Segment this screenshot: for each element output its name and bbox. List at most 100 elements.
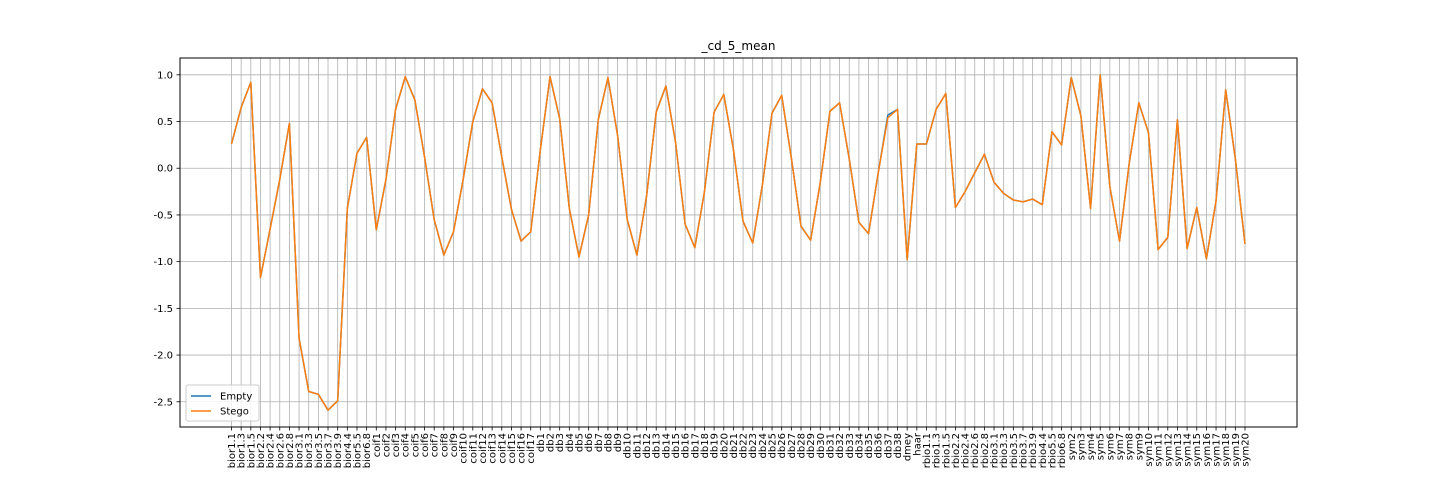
x-tick-label: db34	[854, 433, 865, 458]
y-tick-label: 0.0	[157, 164, 173, 175]
x-tick-label: db2	[546, 433, 557, 452]
x-tick-label: db16	[681, 433, 692, 458]
x-tick-label: haar	[912, 432, 923, 456]
x-tick-label: db35	[864, 433, 875, 458]
x-tick-label: coif8	[439, 433, 450, 457]
x-tick-label: db1	[536, 433, 547, 452]
x-tick-label: db28	[796, 433, 807, 458]
legend-box	[185, 384, 260, 422]
x-tick-label: db31	[825, 433, 836, 458]
x-tick-label: bior3.5	[314, 433, 325, 468]
x-tick-label: coif3	[391, 433, 402, 457]
x-tick-label: coif14	[497, 433, 508, 464]
x-tick-label: db20	[719, 433, 730, 458]
y-tick-label: -2.0	[153, 351, 173, 362]
x-tick-label: db10	[623, 433, 634, 458]
x-tick-label: db21	[729, 433, 740, 458]
x-tick-label: db23	[748, 433, 759, 458]
x-tick-label: bior3.3	[304, 433, 315, 468]
x-tick-label: bior3.7	[324, 433, 335, 468]
x-tick-label: coif15	[507, 433, 518, 464]
x-tick-label: db38	[893, 433, 904, 458]
x-tick-label: coif4	[401, 433, 412, 457]
x-tick-label: coif2	[381, 433, 392, 457]
x-tick-label: rbio3.1	[990, 433, 1001, 468]
x-tick-label: bior3.1	[295, 433, 306, 468]
x-tick-label: bior1.3	[237, 433, 248, 468]
y-tick-label: 1.0	[157, 70, 173, 81]
x-tick-label: rbio1.1	[922, 433, 933, 468]
x-tick-label: db25	[768, 433, 779, 458]
x-tick-label: sym10	[1144, 433, 1155, 467]
x-tick-label: sym6	[1105, 433, 1116, 460]
x-tick-label: rbio1.5	[941, 433, 952, 468]
x-tick-label: sym11	[1154, 433, 1165, 467]
x-tick-label: db22	[739, 433, 750, 458]
x-tick-label: bior5.5	[352, 433, 363, 468]
x-tick-label: db7	[594, 433, 605, 452]
x-tick-label: sym5	[1096, 433, 1107, 460]
x-tick-label: sym15	[1192, 433, 1203, 467]
x-tick-label: sym8	[1125, 433, 1136, 460]
x-tick-label: bior2.2	[256, 433, 267, 468]
x-tick-label: db37	[883, 433, 894, 458]
plot-frame	[179, 57, 1298, 428]
x-tick-label: sym2	[1067, 433, 1078, 460]
x-tick-label: db14	[661, 433, 672, 458]
x-tick-label: dmey	[903, 433, 914, 461]
x-tick-label: db18	[700, 433, 711, 458]
x-tick-label: db15	[671, 433, 682, 458]
x-tick-label: sym7	[1115, 433, 1126, 460]
x-tick-label: rbio3.9	[1028, 433, 1039, 468]
legend-label-empty: Empty	[220, 392, 252, 403]
x-tick-label: coif1	[372, 433, 383, 457]
series-lines	[230, 74, 1246, 411]
x-tick-label: rbio3.5	[1009, 433, 1020, 468]
legend-label-stego: Stego	[220, 407, 249, 418]
x-tick-label: coif6	[420, 433, 431, 457]
x-tick-label: bior2.6	[275, 433, 286, 468]
x-tick-label: db3	[555, 433, 566, 452]
y-tick-label: -2.5	[153, 397, 173, 408]
x-tick-label: db32	[835, 433, 846, 458]
x-tick-label: coif10	[459, 433, 470, 464]
y-tick-label: -1.0	[153, 257, 173, 268]
x-tick-label: rbio2.6	[970, 433, 981, 468]
x-axis: bior1.1bior1.3bior1.5bior2.2bior2.4bior2…	[227, 427, 1252, 468]
chart-title: _cd_5_mean	[701, 39, 776, 53]
legend: Empty Stego	[185, 384, 260, 422]
x-tick-label: sym19	[1231, 433, 1242, 467]
x-tick-label: db11	[632, 433, 643, 458]
x-tick-label: bior1.5	[246, 433, 257, 468]
x-tick-label: sym20	[1241, 433, 1252, 467]
x-tick-label: sym18	[1221, 433, 1232, 467]
x-tick-label: bior2.8	[285, 433, 296, 468]
x-tick-label: db19	[710, 433, 721, 458]
x-tick-label: rbio6.8	[1057, 433, 1068, 468]
x-tick-label: coif16	[517, 433, 528, 464]
grid	[180, 58, 1297, 427]
x-tick-label: db29	[806, 433, 817, 458]
x-tick-label: sym12	[1163, 433, 1174, 467]
x-tick-label: rbio1.3	[932, 433, 943, 468]
x-tick-label: coif5	[410, 433, 421, 457]
y-tick-label: -1.5	[153, 304, 173, 315]
x-tick-label: db27	[787, 433, 798, 458]
x-tick-label: db30	[816, 433, 827, 458]
series-line-stego	[230, 74, 1246, 411]
y-axis: 1.0 0.5 0.0 -0.5 -1.0 -1.5 -2.0 -2.5	[153, 70, 180, 408]
x-tick-label: rbio2.4	[961, 433, 972, 468]
x-tick-label: sym4	[1086, 433, 1097, 460]
x-tick-label: db36	[874, 433, 885, 458]
x-tick-label: coif17	[526, 433, 537, 464]
y-tick-label: 0.5	[157, 117, 173, 128]
x-tick-label: sym16	[1202, 433, 1213, 467]
x-tick-label: rbio3.3	[999, 433, 1010, 468]
x-tick-label: bior4.4	[343, 433, 354, 468]
x-tick-label: rbio5.5	[1047, 433, 1058, 468]
x-tick-label: coif9	[449, 433, 460, 457]
x-tick-label: bior2.4	[266, 433, 277, 468]
x-tick-label: rbio2.8	[980, 433, 991, 468]
x-tick-label: rbio3.7	[1018, 433, 1029, 468]
